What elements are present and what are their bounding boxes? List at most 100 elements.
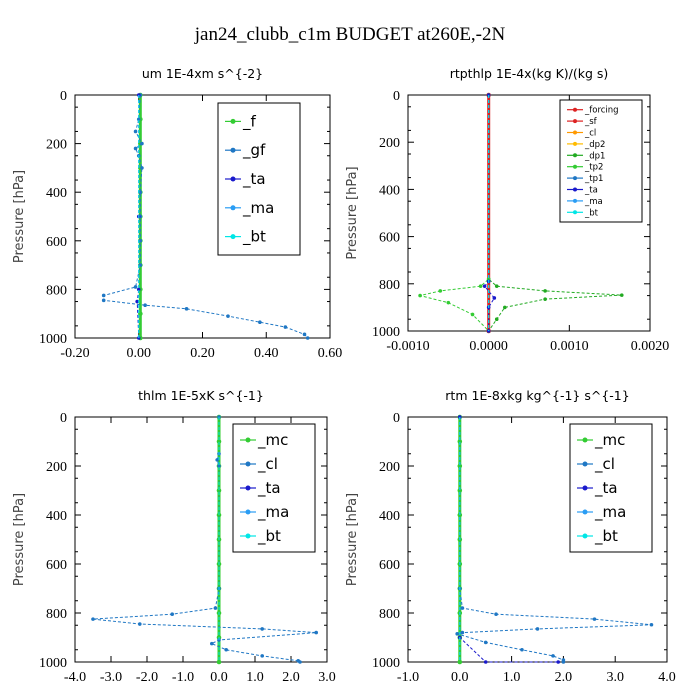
x-tick-label: 0.20 (190, 346, 215, 361)
legend-marker (230, 234, 236, 240)
legend-label: _cl (584, 129, 596, 139)
legend-label: _ma (594, 503, 626, 522)
y-tick-label: 0 (393, 89, 400, 104)
y-tick-label: 0 (60, 89, 67, 104)
legend-marker (573, 164, 577, 169)
y-tick-label: 600 (46, 558, 67, 573)
data-point (460, 630, 465, 635)
data-point (216, 439, 222, 444)
x-tick-label: -0.20 (60, 346, 89, 361)
legend-marker (245, 437, 251, 443)
x-tick-label: 0.0 (210, 670, 228, 685)
x-tick-label: 4.0 (658, 670, 676, 685)
data-point (91, 617, 95, 621)
data-point (482, 284, 487, 288)
data-point (494, 284, 499, 288)
x-tick-label: 1.0 (503, 670, 521, 685)
y-axis-label: Pressure [hPa] (12, 170, 27, 263)
legend-label: _ma (242, 199, 274, 218)
panel-1: um 1E-4xm s^{-2} Pressure [hPa] 0 200 400 600… (12, 66, 342, 361)
data-point (305, 336, 310, 340)
legend-label: _mc (594, 431, 625, 450)
x-tick-label: 0.0020 (631, 339, 670, 354)
x-tick-label: 0.60 (318, 346, 343, 361)
panel-title: thlm 1E-5xK s^{-1} (138, 388, 264, 403)
x-tick-label: -0.0010 (386, 339, 429, 354)
data-point (457, 439, 463, 444)
data-point (143, 303, 147, 307)
legend-label: _bt (242, 228, 266, 247)
legend-marker (245, 509, 251, 515)
data-point (520, 647, 524, 652)
data-point (138, 263, 143, 267)
legend-marker (582, 533, 588, 539)
x-tick-label: -2.0 (136, 670, 158, 685)
legend-label: _bt (594, 527, 618, 546)
legend-label: _mc (257, 431, 288, 450)
data-point (457, 659, 463, 665)
panel-title: rtpthlp 1E-4x(kg K)/(kg s) (450, 66, 609, 81)
data-point (184, 307, 189, 311)
y-tick-label: 1000 (39, 332, 67, 347)
data-point (135, 299, 139, 304)
panel-3: thlm 1E-5xK s^{-1} Pressure [hPa] 0 200 400 6… (12, 388, 336, 685)
data-point (460, 606, 465, 610)
legend-label: _gf (242, 141, 266, 160)
data-point (438, 289, 443, 293)
data-point (260, 654, 265, 658)
data-point (483, 660, 488, 664)
y-tick-label: 800 (46, 283, 67, 298)
data-point (418, 293, 422, 298)
plot-frame (407, 94, 651, 332)
legend-marker (573, 107, 577, 112)
legend-label: _ta (584, 186, 598, 196)
data-point (483, 640, 488, 645)
y-tick-label: 0 (60, 411, 67, 426)
y-tick-label: 0 (393, 411, 400, 426)
legend: _mc _cl _ta _ma _bt (569, 423, 653, 553)
series-line-ta (459, 417, 559, 663)
legend-marker (573, 130, 577, 135)
legend-marker (582, 461, 588, 467)
data-point (302, 332, 307, 337)
legend-marker (573, 198, 577, 203)
legend: _mc _cl _ta _ma _bt (232, 423, 316, 553)
data-point (543, 297, 547, 301)
x-tick-label: 0.0 (451, 670, 469, 685)
data-point (133, 285, 138, 289)
data-point (215, 458, 219, 462)
data-point (136, 287, 141, 292)
legend: _f _gf _ta _ma _bt (217, 102, 301, 256)
legend-marker (245, 461, 251, 467)
y-axis-label: Pressure [hPa] (345, 166, 360, 259)
legend-label: _ma (257, 503, 289, 522)
y-tick-label: 600 (46, 235, 67, 250)
legend-label: _bt (257, 527, 281, 546)
plot-frame (74, 416, 328, 663)
legend-label: _sf (584, 117, 598, 127)
data-point (140, 166, 144, 170)
data-point (216, 488, 222, 493)
legend-marker (245, 533, 251, 539)
y-axis-label: Pressure [hPa] (345, 493, 360, 586)
x-tick-label: 2.0 (555, 670, 573, 685)
legend: _forcing_sf _cl_dp2_dp1 _tp2_tp1 _ta_ma_bt (559, 99, 643, 223)
legend-marker (582, 509, 588, 515)
x-tick-label: -1.0 (397, 670, 419, 685)
data-point (561, 660, 566, 664)
legend-marker (573, 210, 577, 215)
legend-marker (573, 119, 577, 124)
x-tick-label: 0.0010 (550, 339, 589, 354)
y-tick-label: 800 (46, 607, 67, 622)
x-tick-label: 2.0 (282, 670, 300, 685)
legend-marker (230, 118, 236, 124)
data-point (457, 488, 463, 493)
y-tick-label: 1000 (39, 656, 67, 671)
data-point (140, 141, 144, 146)
y-tick-label: 200 (46, 460, 67, 475)
data-point (314, 630, 319, 635)
y-tick-label: 400 (379, 183, 400, 198)
y-axis-label: Pressure [hPa] (12, 493, 27, 586)
legend-label: _tp1 (584, 174, 603, 184)
y-tick-label: 800 (379, 278, 400, 293)
